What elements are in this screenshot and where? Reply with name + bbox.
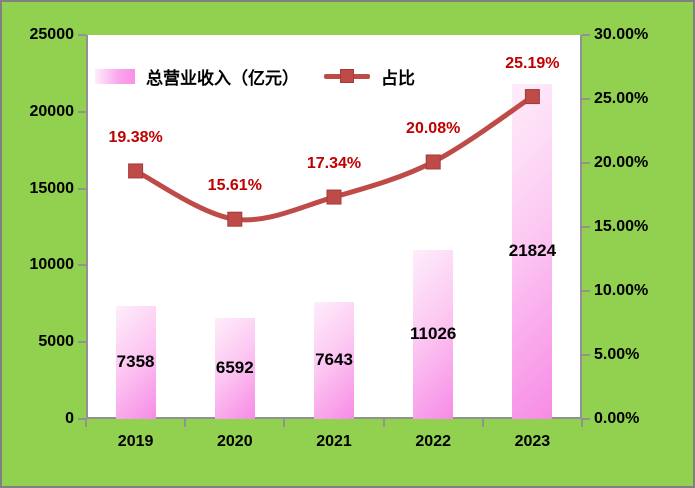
x-axis-tick [283,419,286,427]
line-value-label: 25.19% [505,54,560,72]
line-value-label: 20.08% [406,119,461,137]
x-axis-tick [581,419,583,427]
x-axis-category-label: 2023 [514,433,551,450]
right-axis-tick [582,290,590,292]
right-axis-tick [582,418,590,420]
left-axis-tick [78,34,86,36]
left-axis-tick-label: 15000 [29,179,75,197]
right-axis-tick [582,354,590,356]
legend-line-label: 占比 [381,69,415,88]
x-axis-tick [85,419,87,427]
line-value-label: 19.38% [108,128,163,146]
left-axis-tick-label: 0 [65,410,74,427]
left-axis-tick [78,187,86,190]
bar-value-label: 11026 [410,324,457,344]
bar-2019 [115,305,156,419]
bar-2021 [314,301,354,419]
bar-value-label: 6592 [215,358,254,378]
legend-line-swatch-icon [324,69,370,84]
legend-bar-label: 总营业收入（亿元） [146,69,299,88]
line-value-label: 15.61% [207,177,262,195]
legend-bar-swatch-icon [95,69,135,84]
left-axis-tick [78,418,86,420]
bar-value-label: 7358 [116,352,155,372]
right-axis-tick [582,34,590,36]
bar-value-label: 7643 [315,350,353,370]
right-axis-tick-label: 20.00% [594,154,649,171]
left-axis-tick [78,110,86,113]
bar-2022 [413,249,454,419]
left-axis-tick [78,341,86,344]
right-axis-tick-label: 5.00% [594,346,640,363]
left-axis-tick-label: 25000 [29,26,75,43]
right-axis-tick [582,226,590,228]
right-axis-tick-label: 15.00% [594,218,649,235]
x-axis-tick [184,419,187,427]
right-axis-tick-label: 10.00% [594,282,649,299]
bar-value-label: 21824 [508,241,557,261]
left-axis-tick-label: 20000 [29,102,75,120]
line-value-label: 17.34% [306,155,362,173]
legend-line-marker [340,69,354,83]
bar-2020 [214,317,255,419]
x-axis-category-label: 2020 [217,433,253,450]
right-axis-tick [582,98,590,100]
right-axis-tick-label: 30.00% [594,26,649,43]
x-axis-tick [382,419,385,427]
left-axis-tick [78,264,86,267]
left-axis-tick-label: 10000 [29,256,75,274]
right-axis-tick [582,162,590,164]
right-axis-tick-label: 0.00% [594,410,640,427]
legend: 总营业收入（亿元） 占比 [95,64,415,89]
x-axis-tick [481,419,484,427]
x-axis-category-label: 2022 [415,433,451,450]
right-axis-tick-label: 25.00% [594,90,649,107]
x-axis-category-label: 2021 [316,433,352,450]
x-axis-category-label: 2019 [117,433,154,450]
left-axis-tick-label: 5000 [38,333,74,351]
